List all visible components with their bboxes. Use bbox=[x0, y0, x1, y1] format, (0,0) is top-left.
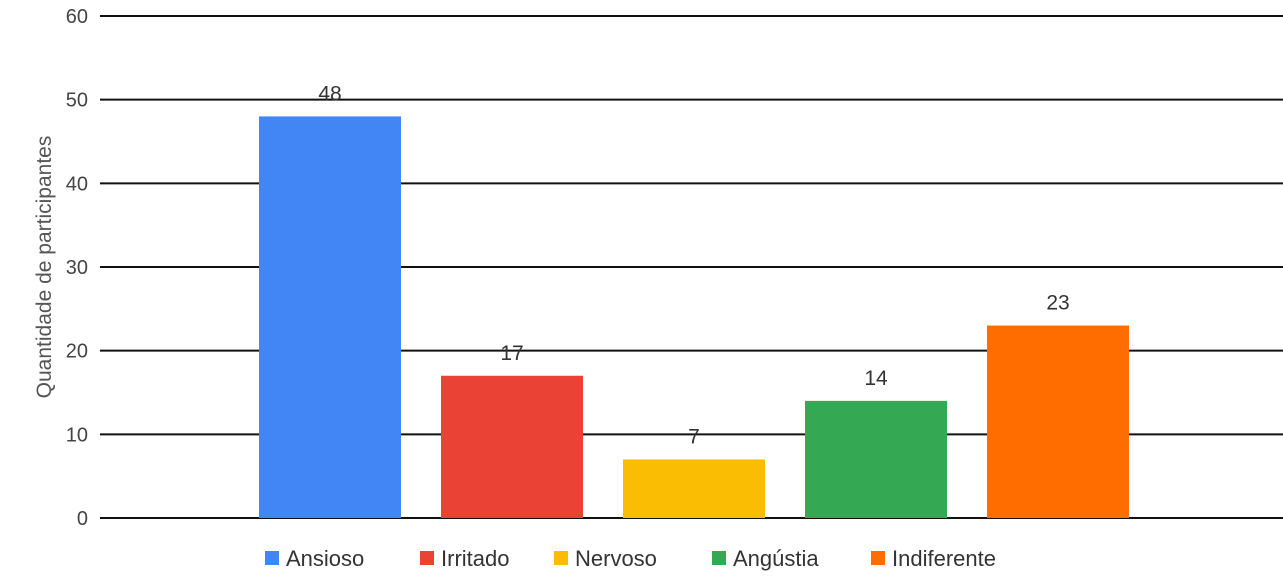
bar-angústia bbox=[805, 400, 947, 518]
legend-item-angústia: Angústia bbox=[712, 546, 819, 571]
y-tick-label: 10 bbox=[66, 424, 88, 446]
legend: Ansioso Irritado Nervoso Angústia Indiferent… bbox=[265, 546, 996, 571]
legend-swatch bbox=[554, 551, 568, 565]
bar-indiferente bbox=[987, 325, 1129, 518]
y-tick-label: 20 bbox=[66, 341, 88, 363]
y-tick-label: 50 bbox=[66, 90, 88, 112]
bar-nervoso bbox=[623, 459, 765, 518]
legend-swatch bbox=[420, 551, 434, 565]
data-label: 23 bbox=[1046, 292, 1069, 315]
y-axis-label: Quantidade de participantes bbox=[33, 136, 56, 399]
y-tick-label: 0 bbox=[77, 508, 88, 530]
bar-ansioso bbox=[259, 116, 401, 519]
legend-label: Angústia bbox=[733, 546, 819, 571]
legend-label: Indiferente bbox=[892, 546, 996, 571]
data-label: 17 bbox=[500, 342, 523, 365]
bars bbox=[259, 116, 1129, 519]
legend-swatch bbox=[712, 551, 726, 565]
y-tick-label: 40 bbox=[66, 173, 88, 195]
legend-label: Nervoso bbox=[575, 546, 657, 571]
legend-item-indiferente: Indiferente bbox=[871, 546, 996, 571]
data-label: 48 bbox=[318, 82, 341, 105]
legend-label: Irritado bbox=[441, 546, 509, 571]
legend-item-irritado: Irritado bbox=[420, 546, 509, 571]
data-label: 7 bbox=[688, 425, 700, 448]
legend-item-ansioso: Ansioso bbox=[265, 546, 364, 571]
data-label: 14 bbox=[864, 367, 888, 390]
legend-item-nervoso: Nervoso bbox=[554, 546, 657, 571]
data-labels: 48 17 7 14 23 bbox=[318, 82, 1069, 448]
bar-irritado bbox=[441, 375, 583, 518]
legend-swatch bbox=[871, 551, 885, 565]
legend-swatch bbox=[265, 551, 279, 565]
y-tick-label: 30 bbox=[66, 257, 88, 279]
legend-label: Ansioso bbox=[286, 546, 364, 571]
y-tick-label: 60 bbox=[66, 6, 88, 28]
y-axis-ticks: 0 10 20 30 40 50 60 bbox=[66, 6, 88, 530]
